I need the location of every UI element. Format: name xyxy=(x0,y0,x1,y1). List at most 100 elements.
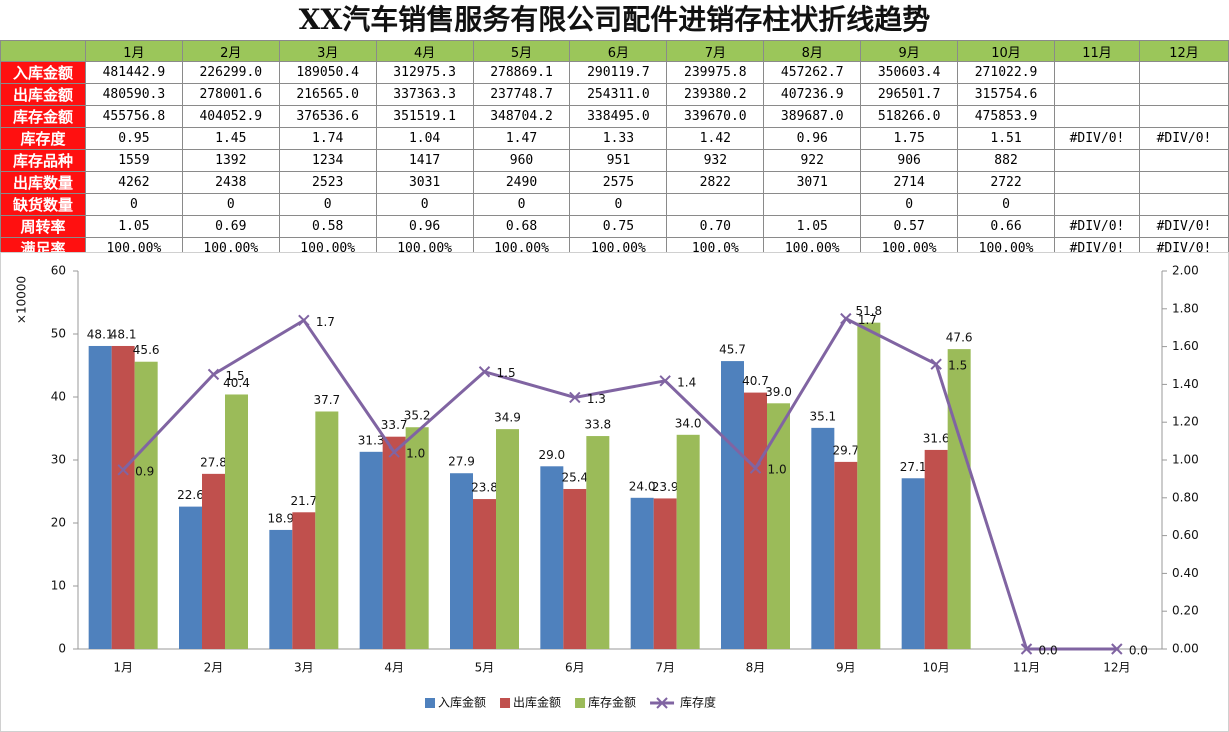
bar xyxy=(676,434,700,649)
cell xyxy=(1054,61,1140,84)
data-label: 0.0 xyxy=(1039,644,1058,658)
data-label: 40.4 xyxy=(223,376,250,390)
legend-swatch xyxy=(425,698,435,708)
y2-tick-label: 1.80 xyxy=(1172,301,1199,315)
row-label: 库存度 xyxy=(0,127,86,150)
line-marker xyxy=(840,312,852,325)
bar xyxy=(405,427,429,649)
cell xyxy=(1054,149,1140,172)
cell: 0.66 xyxy=(957,215,1055,238)
cell xyxy=(666,193,765,216)
cell: 0.68 xyxy=(472,215,571,238)
data-table: 1月 2月 3月 4月 5月 6月 7月 8月 9月 10月 11月 12月 入库金额 481442.9 2… xyxy=(0,40,1229,260)
cell: 1.33 xyxy=(569,127,668,150)
cell: 0 xyxy=(375,193,474,216)
cell: 0.96 xyxy=(375,215,474,238)
table-row: 库存金额 455756.8 404052.9 376536.6 351519.1 3487… xyxy=(0,105,1229,128)
cell: 455756.8 xyxy=(84,105,183,128)
y2-tick-label: 0.80 xyxy=(1172,490,1199,504)
data-label: 45.6 xyxy=(133,343,160,357)
bar xyxy=(540,466,564,649)
cell: 475853.9 xyxy=(957,105,1055,128)
cell: 296501.7 xyxy=(860,83,959,106)
y2-tick-label: 0.00 xyxy=(1172,642,1199,656)
cell: 337363.3 xyxy=(375,83,474,106)
y-tick-label: 40 xyxy=(51,390,66,404)
bar xyxy=(88,345,112,649)
data-label: 27.8 xyxy=(200,455,227,469)
cell: 1.04 xyxy=(375,127,474,150)
y2-tick-label: 1.00 xyxy=(1172,453,1199,467)
cell: 0 xyxy=(957,193,1055,216)
header-cell: 7月 xyxy=(666,40,765,62)
data-label: 22.6 xyxy=(177,488,204,502)
row-label: 出库数量 xyxy=(0,171,86,194)
cell: 0 xyxy=(569,193,668,216)
header-cell: 12月 xyxy=(1138,40,1229,62)
bar xyxy=(202,473,225,649)
data-label: 1.7 xyxy=(316,315,335,329)
y2-tick-label: 1.40 xyxy=(1172,377,1199,391)
table-row: 库存度 0.95 1.45 1.74 1.04 1.47 1.33 1.42 0.96 1.75 1… xyxy=(0,127,1229,150)
line-marker xyxy=(1111,643,1123,655)
cell: 348704.2 xyxy=(472,105,571,128)
data-label: 1.5 xyxy=(948,359,967,373)
data-label: 31.3 xyxy=(358,433,385,447)
y-tick-label: 20 xyxy=(51,516,66,530)
cell: 0.58 xyxy=(278,215,377,238)
data-label: 40.7 xyxy=(742,374,769,388)
line-marker xyxy=(1020,643,1033,655)
bar xyxy=(586,436,610,649)
y2-tick-label: 0.20 xyxy=(1172,604,1199,618)
bar xyxy=(269,529,293,649)
table-row: 1月 2月 3月 4月 5月 6月 7月 8月 9月 10月 11月 12月 xyxy=(0,40,1229,62)
cell: 0.75 xyxy=(569,215,668,238)
cell: 271022.9 xyxy=(957,61,1055,84)
legend-marker xyxy=(656,697,668,709)
cell: 0.69 xyxy=(181,215,280,238)
cell: 407236.9 xyxy=(763,83,862,106)
x-tick-label: 12月 xyxy=(1103,661,1130,675)
header-cell: 1月 xyxy=(84,40,183,62)
cell: 0.96 xyxy=(763,127,862,150)
cell: 0 xyxy=(472,193,571,216)
bar xyxy=(450,473,473,649)
x-tick-label: 8月 xyxy=(746,661,766,675)
data-label: 23.8 xyxy=(471,481,498,495)
cell xyxy=(1054,83,1140,106)
table-row: 出库金额 480590.3 278001.6 216565.0 337363.3 2377… xyxy=(0,83,1229,106)
y-tick-label: 10 xyxy=(51,579,66,593)
y-axis-label: ×10000 xyxy=(15,276,29,324)
cell: 951 xyxy=(569,149,668,172)
cell: 1392 xyxy=(181,149,280,172)
header-cell: 11月 xyxy=(1054,40,1140,62)
data-label: 29.0 xyxy=(538,448,565,462)
bar xyxy=(721,361,744,649)
cell: 189050.4 xyxy=(278,61,377,84)
cell: 278869.1 xyxy=(472,61,571,84)
y-tick-label: 0 xyxy=(58,642,66,656)
data-label: 45.7 xyxy=(719,343,746,357)
bar xyxy=(767,403,790,649)
data-label: 35.1 xyxy=(809,409,836,423)
data-label: 1.3 xyxy=(587,392,606,406)
bar xyxy=(111,345,135,649)
cell: 932 xyxy=(666,149,765,172)
cell: 1.75 xyxy=(860,127,959,150)
cell: 2822 xyxy=(666,171,765,194)
data-label: 1.0 xyxy=(768,463,787,477)
bar xyxy=(744,392,767,649)
data-label: 1.7 xyxy=(858,313,877,327)
header-cell: 6月 xyxy=(569,40,668,62)
header-cell: 4月 xyxy=(375,40,474,62)
cell: 0.95 xyxy=(84,127,183,150)
y-tick-label: 60 xyxy=(51,264,66,278)
y-tick-label: 30 xyxy=(51,453,66,467)
x-tick-label: 5月 xyxy=(475,661,495,675)
bar xyxy=(947,349,971,649)
bar xyxy=(179,506,202,649)
data-label: 48.1 xyxy=(110,327,137,341)
data-label: 25.4 xyxy=(561,470,588,484)
bar xyxy=(496,429,519,649)
cell xyxy=(1138,193,1229,216)
